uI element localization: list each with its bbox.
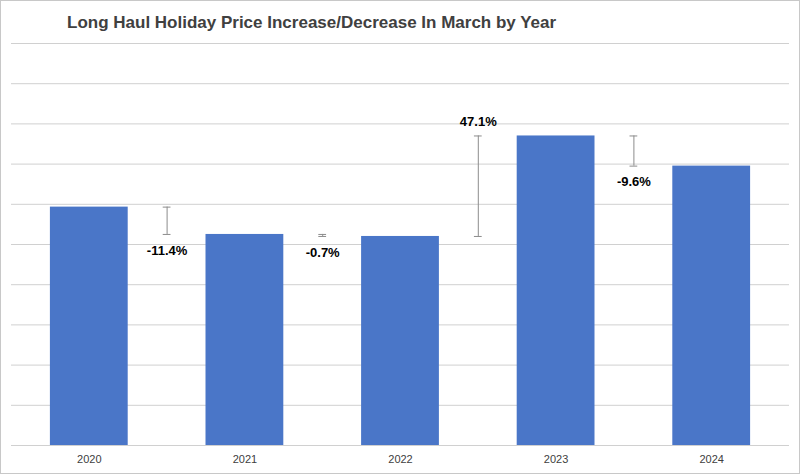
svg-text:2024: 2024	[699, 453, 723, 465]
svg-text:47.1%: 47.1%	[460, 114, 497, 129]
svg-text:2023: 2023	[544, 453, 568, 465]
svg-text:2022: 2022	[388, 453, 412, 465]
svg-text:-0.7%: -0.7%	[306, 245, 340, 260]
svg-text:-11.4%: -11.4%	[147, 243, 188, 258]
svg-text:2021: 2021	[233, 453, 257, 465]
svg-text:-9.6%: -9.6%	[617, 174, 651, 189]
html-text:Long Haul Holiday Price Increa: Long Haul Holiday Price Increase/Decreas…	[67, 13, 557, 32]
svg-text:2020: 2020	[77, 453, 101, 465]
